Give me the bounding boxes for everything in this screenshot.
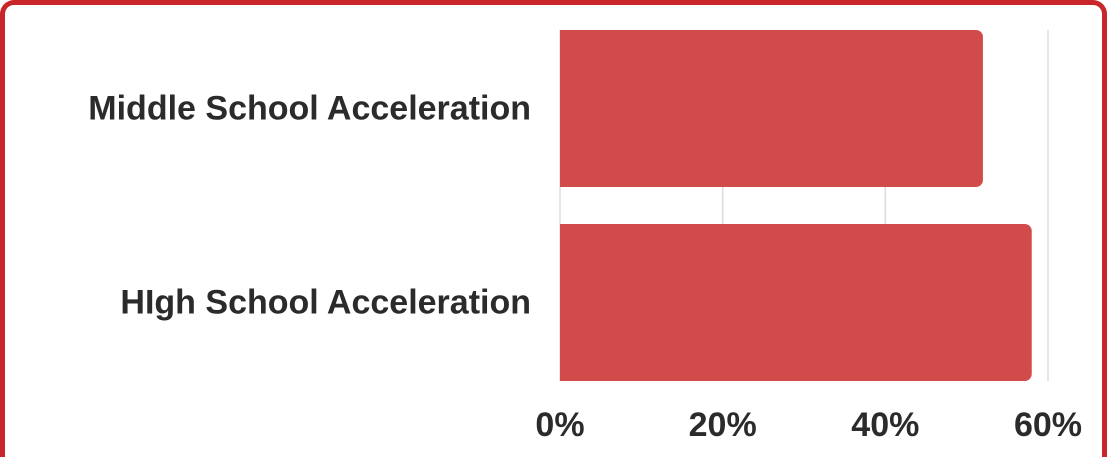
bar-1-base <box>560 224 570 381</box>
x-tick-label-2: 40% <box>851 406 919 444</box>
x-axis-tick-labels: 0% 20% 40% 60% <box>535 406 1082 444</box>
category-label-1: HIgh School Acceleration <box>120 284 531 322</box>
bar-0-base <box>560 30 570 187</box>
bar-1 <box>560 224 1032 381</box>
x-tick-label-1: 20% <box>689 406 757 444</box>
x-tick-label-0: 0% <box>535 406 584 444</box>
category-label-0: Middle School Acceleration <box>88 90 531 128</box>
bar-0 <box>560 30 983 187</box>
bars <box>560 30 1032 381</box>
x-tick-label-3: 60% <box>1014 406 1082 444</box>
category-labels: Middle School Acceleration HIgh School Ac… <box>88 90 531 322</box>
